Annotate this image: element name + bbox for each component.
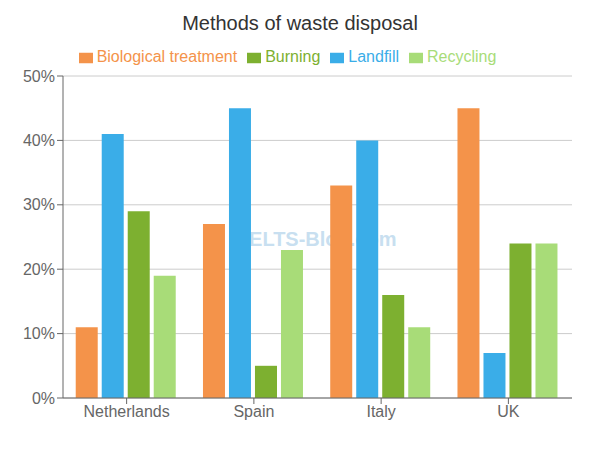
html-text:Recycling: Recycling <box>427 48 497 65</box>
svg-text:30%: 30% <box>23 196 55 213</box>
html-text:Burning: Burning <box>265 48 321 65</box>
html-text:Biological treatment: Biological treatment <box>96 48 238 65</box>
svg-text:Spain: Spain <box>233 403 274 420</box>
svg-text:10%: 10% <box>23 325 55 342</box>
svg-text:UK: UK <box>497 403 520 420</box>
svg-text:50%: 50% <box>23 68 55 85</box>
svg-text:Netherlands: Netherlands <box>83 403 169 420</box>
html-text:Methods of waste disposal: Methods of waste disposal <box>182 12 418 34</box>
svg-text:0%: 0% <box>32 390 55 407</box>
html-text:IELTS-Blog.com: IELTS-Blog.com <box>243 228 397 250</box>
svg-text:40%: 40% <box>23 132 55 149</box>
svg-text:20%: 20% <box>23 261 55 278</box>
html-text:Landfill: Landfill <box>348 48 399 65</box>
svg-text:Italy: Italy <box>366 403 395 420</box>
